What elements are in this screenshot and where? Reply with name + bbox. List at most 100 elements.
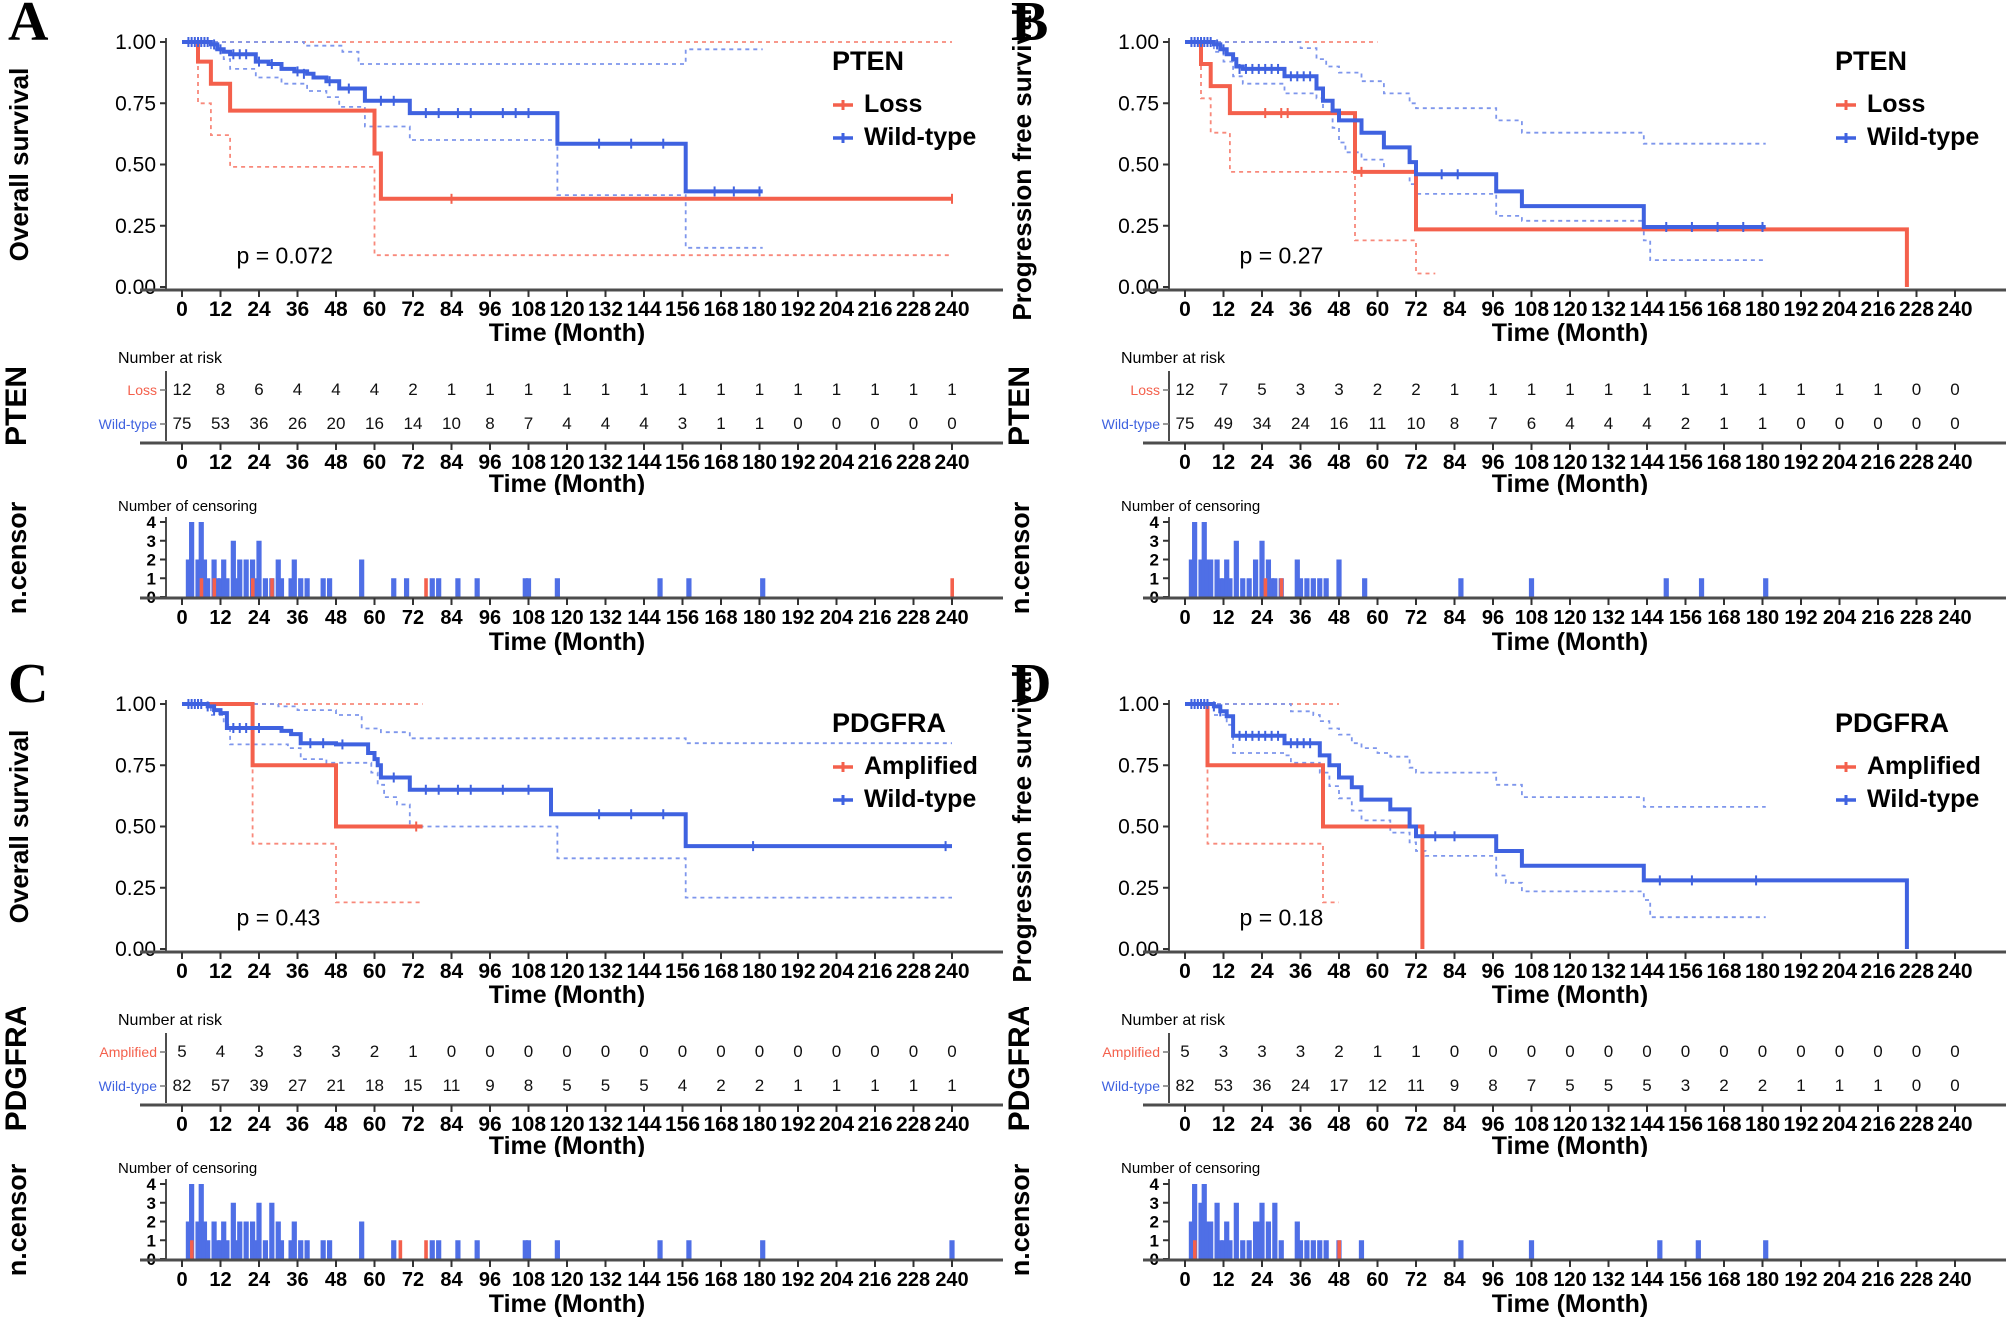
km-x-tick-label: 24 — [1250, 960, 1274, 983]
censor-x-tick-label: 144 — [627, 607, 661, 629]
risk-value: 24 — [1291, 414, 1310, 433]
risk-value: 0 — [1758, 1042, 1767, 1061]
censor-bar-blue — [949, 1240, 955, 1259]
censor-bar-blue — [1240, 578, 1246, 597]
risk-value: 1 — [1835, 380, 1844, 399]
risk-x-tick-label: 156 — [1668, 451, 1703, 474]
risk-x-tick-label: 144 — [1629, 451, 1664, 474]
legend: PDGFRA Amplified Wild-type — [832, 708, 978, 813]
km-x-tick-label: 228 — [896, 298, 931, 321]
km-x-tick-label: 12 — [209, 298, 232, 321]
panel-D: D 1.00 0.75 0.50 0.25 0.00 0 12 24 36 48 60 72 84 96 10… — [1003, 662, 2007, 1324]
censor-x-axis-title: Time (Month) — [489, 1290, 645, 1318]
risk-row-label: Loss — [127, 382, 157, 398]
risk-value: 39 — [250, 1076, 269, 1095]
censor-x-tick-label: 36 — [1289, 607, 1311, 629]
censor-x-tick-label: 48 — [1328, 607, 1350, 629]
risk-table-title: Number at risk — [1121, 350, 1226, 367]
risk-value: 6 — [1527, 414, 1536, 433]
censor-bar-red — [1337, 1240, 1341, 1259]
km-y-tick-label: 1.00 — [1118, 693, 1159, 716]
km-x-tick-label: 168 — [703, 298, 738, 321]
risk-value: 0 — [793, 414, 802, 433]
risk-value: 1 — [909, 1076, 918, 1095]
censor-bar-blue — [1259, 540, 1265, 597]
risk-x-tick-label: 120 — [1552, 451, 1587, 474]
censor-bar-blue — [1192, 1184, 1198, 1259]
km-x-tick-label: 132 — [588, 960, 623, 983]
risk-value: 0 — [1527, 1042, 1536, 1061]
risk-value: 1 — [447, 380, 456, 399]
risk-value: 3 — [1296, 380, 1305, 399]
censor-x-tick-label: 96 — [1482, 607, 1504, 629]
censor-bar-blue — [304, 578, 310, 597]
censor-bar-blue — [429, 578, 435, 597]
censor-y-tick-label: 3 — [147, 1194, 156, 1213]
risk-value: 11 — [443, 1076, 461, 1095]
censor-bar-blue — [1310, 1240, 1316, 1259]
censor-bar-blue — [455, 1240, 461, 1259]
censor-bar-blue — [185, 559, 192, 597]
risk-value: 0 — [1604, 1042, 1613, 1061]
risk-x-tick-label: 192 — [780, 1113, 815, 1136]
censor-x-tick-label: 180 — [743, 1269, 776, 1291]
censor-bar-blue — [256, 540, 262, 597]
km-plot-B: 1.00 0.75 0.50 0.25 0.00 0 12 24 36 48 60 72 84 96 108… — [1007, 8, 2006, 345]
risk-x-tick-label: 144 — [626, 451, 661, 474]
risk-x-tick-label: 12 — [209, 1113, 232, 1136]
risk-group-label: PDGFRA — [1003, 1007, 1036, 1131]
km-x-tick-label: 60 — [1366, 960, 1389, 983]
censor-y-tick-label: 3 — [1150, 532, 1159, 551]
risk-x-tick-label: 12 — [1212, 1113, 1235, 1136]
censor-x-tick-label: 12 — [209, 1269, 231, 1291]
risk-x-tick-label: 180 — [742, 1113, 777, 1136]
km-curves — [182, 699, 952, 904]
legend: PTEN Loss Wild-type — [832, 46, 976, 151]
censor-bar-blue — [185, 1221, 192, 1259]
km-x-tick-label: 144 — [626, 298, 661, 321]
risk-value: 4 — [1642, 414, 1651, 433]
risk-x-tick-label: 228 — [896, 1113, 931, 1136]
risk-value: 2 — [1411, 380, 1420, 399]
censor-bar-red — [424, 1240, 428, 1259]
censor-bar-blue — [1192, 522, 1198, 597]
censor-x-tick-label: 180 — [1746, 607, 1779, 629]
censor-x-tick-label: 168 — [704, 1269, 737, 1291]
risk-x-tick-label: 24 — [247, 1113, 271, 1136]
risk-value: 5 — [1180, 1042, 1189, 1061]
risk-x-tick-label: 48 — [324, 1113, 348, 1136]
risk-x-tick-label: 120 — [549, 451, 584, 474]
censor-x-tick-label: 180 — [1746, 1269, 1779, 1291]
km-y-tick-label: 0.75 — [115, 92, 156, 115]
risk-x-tick-label: 168 — [1706, 1113, 1741, 1136]
km-ci-upper-blue — [1185, 703, 1766, 808]
km-x-tick-label: 168 — [1706, 960, 1741, 983]
censor-bar-red — [212, 578, 217, 597]
censor-y-tick-label: 2 — [147, 551, 156, 570]
legend-item-label: Loss — [864, 90, 922, 118]
censor-y-tick-label: 3 — [1150, 1194, 1159, 1213]
risk-x-tick-label: 12 — [209, 451, 232, 474]
censor-bar-blue — [554, 578, 560, 597]
legend-title: PDGFRA — [1835, 708, 1949, 738]
censor-bar-blue — [1252, 559, 1259, 597]
censor-plot-A: Number of censoringn.censor4321001224364… — [2, 498, 1003, 656]
risk-value: 3 — [331, 1042, 340, 1061]
risk-x-tick-label: 192 — [780, 451, 815, 474]
risk-group-label: PTEN — [0, 366, 33, 446]
censor-bar-blue — [201, 1221, 208, 1259]
risk-value: 1 — [1835, 1076, 1844, 1095]
risk-value: 7 — [524, 414, 533, 433]
censor-bar-blue — [237, 1221, 243, 1259]
censor-bars — [1188, 1184, 1769, 1259]
censor-bar-blue — [214, 1240, 220, 1259]
risk-value: 1 — [678, 380, 687, 399]
censor-bar-blue — [249, 1221, 256, 1259]
risk-value: 1 — [1758, 380, 1767, 399]
risk-x-tick-label: 216 — [857, 1113, 892, 1136]
censor-x-tick-label: 168 — [704, 607, 737, 629]
risk-x-tick-label: 180 — [1745, 1113, 1780, 1136]
risk-value: 57 — [211, 1076, 230, 1095]
censor-bar-blue — [359, 1221, 365, 1259]
